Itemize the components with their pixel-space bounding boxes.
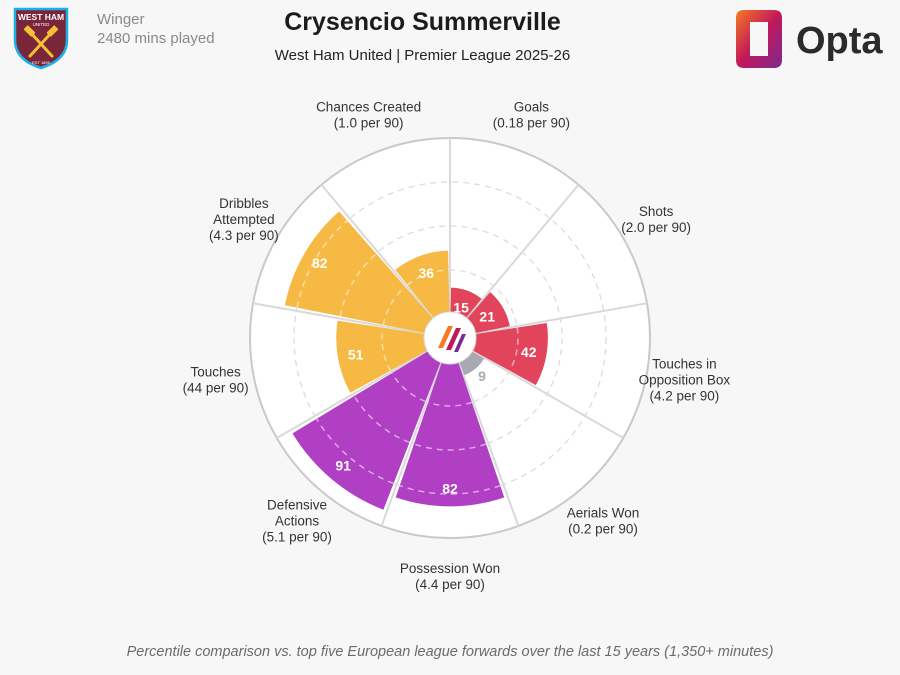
value-label: 82 xyxy=(442,480,458,496)
value-label: 91 xyxy=(335,457,351,473)
value-label: 15 xyxy=(453,300,469,316)
bar-possession-won xyxy=(395,360,505,507)
grid-spoke xyxy=(464,184,580,321)
value-label: 82 xyxy=(312,255,328,271)
bar-touches xyxy=(336,320,429,393)
crest-text-sub: UNITED xyxy=(33,22,51,27)
bar-ring-overlay xyxy=(353,395,410,444)
grid-spoke xyxy=(470,349,624,439)
bar-ring-overlay xyxy=(381,327,392,372)
grid-spoke xyxy=(252,302,427,335)
chart-center-disc xyxy=(423,311,477,365)
bar-touches-in-opposition-box xyxy=(471,323,548,386)
metric-detail: (0.2 per 90) xyxy=(568,521,638,536)
value-label: 21 xyxy=(479,309,495,325)
metric-detail: (44 per 90) xyxy=(183,380,249,395)
metric-label: Goals (0.18 per 90) xyxy=(493,99,570,130)
crest-text-top: WEST HAM xyxy=(18,12,64,22)
player-info: Winger 2480 mins played xyxy=(97,10,215,48)
grid-spoke xyxy=(380,360,443,527)
grid-spoke xyxy=(276,349,430,439)
metric-label: Touches (44 per 90) xyxy=(183,364,249,395)
opta-wordmark: Opta xyxy=(796,20,883,62)
bar-ring-overlay xyxy=(427,401,473,407)
bar-ring-overlay xyxy=(508,327,519,372)
minutes-played: 2480 mins played xyxy=(97,30,215,47)
metric-label: Shots (2.0 per 90) xyxy=(621,204,691,235)
value-label: 9 xyxy=(478,368,486,384)
chart-rings xyxy=(296,220,519,495)
opta-center-icon xyxy=(438,326,466,352)
chart-value-labels: 15 21 42 9 82 91 51 82 36 xyxy=(312,255,537,496)
metric-name: Possession Won xyxy=(400,561,500,576)
bar-ring-overlay xyxy=(382,286,406,325)
bar-ring-overlay xyxy=(296,220,348,308)
metric-name: Touches xyxy=(190,364,241,379)
metric-detail: (4.2 per 90) xyxy=(649,388,719,403)
value-label: 36 xyxy=(418,265,434,281)
icon-stroke xyxy=(454,334,466,352)
chart-center xyxy=(423,311,477,365)
metric-name: Actions xyxy=(275,513,320,528)
bar-chances-created xyxy=(395,250,450,320)
bar-ring-overlay xyxy=(339,253,377,317)
metric-detail: (1.0 per 90) xyxy=(334,115,404,130)
bar-ring-overlay xyxy=(413,443,487,451)
metric-name: Defensive xyxy=(267,497,327,512)
metric-label: Defensive Actions (5.1 per 90) xyxy=(262,497,332,544)
metric-detail: (4.3 per 90) xyxy=(209,228,279,243)
opta-mark-icon xyxy=(736,10,782,68)
footnote: Percentile comparison vs. top five Europ… xyxy=(126,644,774,660)
grid-spoke xyxy=(320,184,436,321)
icon-stroke xyxy=(438,326,453,348)
bar-ring-overlay xyxy=(406,269,449,286)
bar-shots xyxy=(465,292,510,334)
opta-logo: Opta xyxy=(736,10,883,68)
grid-spoke xyxy=(473,302,648,335)
page-subtitle: West Ham United | Premier League 2025-26 xyxy=(274,47,571,64)
west-ham-crest-logo: WEST HAM UNITED EST 1895 xyxy=(13,7,69,70)
crossed-hammers-icon xyxy=(28,30,54,58)
bar-ring-overlay xyxy=(399,484,501,495)
page-title: Crysencio Summerville xyxy=(284,8,561,36)
metric-label: Aerials Won (0.2 per 90) xyxy=(567,505,640,536)
bar-aerials-won xyxy=(458,350,485,376)
value-label: 51 xyxy=(348,347,364,363)
metric-name: Opposition Box xyxy=(639,372,731,387)
bar-goals xyxy=(450,287,482,320)
metric-detail: (0.18 per 90) xyxy=(493,115,570,130)
metric-name: Goals xyxy=(514,99,550,114)
metric-label: Dribbles Attempted (4.3 per 90) xyxy=(209,196,279,243)
grid-ring-50 xyxy=(337,225,563,451)
grid-spoke xyxy=(457,360,520,527)
icon-stroke xyxy=(446,328,461,350)
metric-label: Touches in Opposition Box (4.2 per 90) xyxy=(639,356,731,403)
metric-name: Touches in xyxy=(652,356,717,371)
player-position: Winger xyxy=(97,11,145,28)
metric-name: Shots xyxy=(639,204,674,219)
metric-detail: (4.4 per 90) xyxy=(415,577,485,592)
metric-label: Chances Created (1.0 per 90) xyxy=(316,99,421,130)
metric-name: Dribbles xyxy=(219,196,269,211)
bar-ring-overlay xyxy=(315,418,394,485)
value-label: 42 xyxy=(521,344,537,360)
bar-defensive-actions xyxy=(292,350,442,510)
metric-name: Chances Created xyxy=(316,99,421,114)
metric-label: Possession Won (4.4 per 90) xyxy=(400,561,500,592)
chart-metric-labels: Goals (0.18 per 90) Shots (2.0 per 90) Touch… xyxy=(183,99,731,592)
metric-detail: (2.0 per 90) xyxy=(621,220,691,235)
metric-name: Aerials Won xyxy=(567,505,640,520)
bar-ring-overlay xyxy=(391,372,426,403)
metric-detail: (5.1 per 90) xyxy=(262,529,332,544)
crest-text-bottom: EST 1895 xyxy=(32,60,50,65)
metric-name: Attempted xyxy=(213,212,275,227)
